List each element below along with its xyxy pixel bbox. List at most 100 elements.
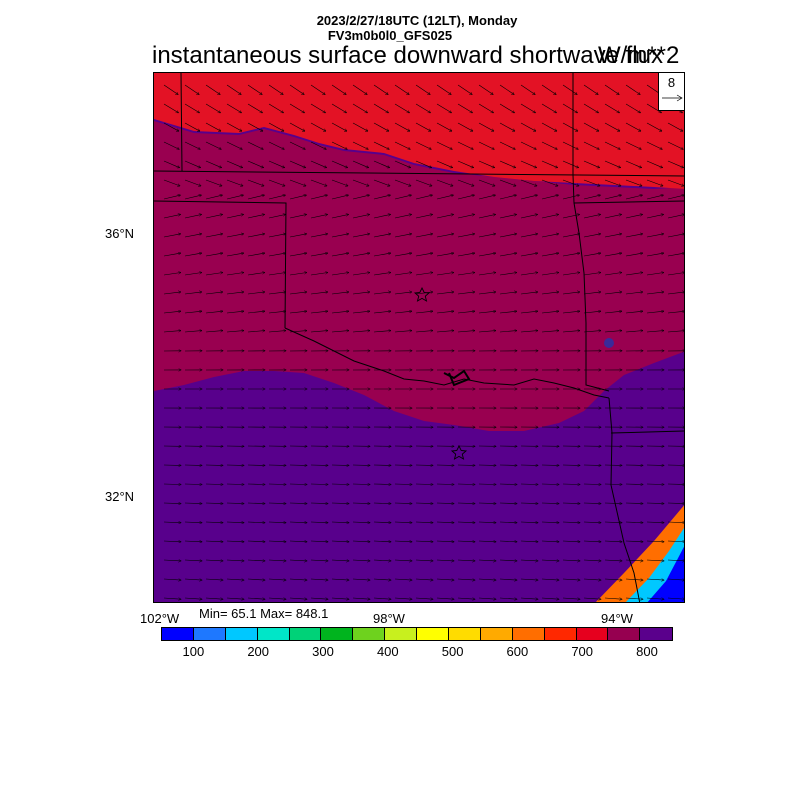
- wind-vector: [667, 273, 684, 276]
- wind-vector: [667, 292, 684, 295]
- wind-vector: [226, 214, 244, 219]
- wind-vector: [583, 103, 599, 113]
- wind-vector: [604, 292, 622, 295]
- wind-vector: [331, 484, 349, 485]
- wind-vector: [163, 484, 181, 485]
- wind-vector: [373, 560, 391, 561]
- wind-vector: [520, 541, 538, 542]
- wind-vector: [457, 84, 472, 95]
- wind-vector: [331, 273, 349, 276]
- colorbar-tick-label: 300: [312, 644, 334, 659]
- wind-vector: [394, 484, 412, 485]
- wind-vector: [499, 503, 517, 504]
- wind-vector: [520, 503, 538, 504]
- wind-vector: [163, 122, 179, 131]
- wind-vector: [268, 84, 283, 95]
- wind-vector: [331, 579, 349, 580]
- wind-vector: [541, 214, 559, 219]
- map-plot: [154, 73, 684, 602]
- colorbar-swatch: [512, 628, 545, 640]
- wind-vector: [163, 273, 181, 276]
- wind-vector: [310, 292, 328, 295]
- wind-vector: [667, 579, 684, 580]
- wind-vector: [436, 103, 452, 113]
- colorbar-swatch: [162, 628, 194, 640]
- wind-vector: [562, 195, 580, 200]
- wind-vector: [268, 195, 286, 200]
- wind-vector: [415, 160, 432, 168]
- wind-vector: [184, 331, 202, 332]
- wind-vector: [310, 84, 325, 95]
- wind-vector: [394, 273, 412, 276]
- wind-vector: [604, 273, 622, 276]
- wind-vector: [268, 122, 284, 131]
- wind-vector: [268, 214, 286, 219]
- wind-vector: [247, 273, 265, 276]
- wind-vector: [625, 579, 643, 580]
- wind-vector: [478, 579, 496, 580]
- wind-vector: [436, 292, 454, 295]
- wind-vector: [457, 160, 474, 168]
- wind-vector: [289, 122, 305, 131]
- wind-vector: [436, 84, 451, 95]
- wind-vector: [310, 253, 328, 257]
- wind-vector: [646, 273, 664, 276]
- wind-vector: [478, 503, 496, 504]
- wind-vector: [268, 253, 286, 257]
- colorbar-tick-label: 500: [441, 644, 464, 659]
- wind-vector: [268, 141, 284, 149]
- wind-vector: [352, 579, 370, 580]
- wind-vector: [541, 579, 559, 580]
- wind-vector: [226, 273, 244, 276]
- wind-vector: [457, 292, 475, 295]
- wind-vector: [226, 541, 244, 542]
- wind-vector: [289, 195, 307, 200]
- wind-vector: [268, 503, 286, 504]
- wind-vector: [583, 311, 601, 314]
- lon-label-94w: 94°W: [601, 611, 633, 626]
- wind-vector: [583, 253, 601, 257]
- wind-vector: [478, 103, 494, 113]
- wind-vector: [541, 122, 557, 131]
- wind-vector: [247, 84, 262, 95]
- wind-vector: [289, 503, 307, 504]
- wind-vector: [499, 522, 517, 523]
- colorbar-swatch: [289, 628, 322, 640]
- wind-vector: [247, 484, 265, 485]
- wind-vector: [499, 292, 517, 295]
- wind-vector: [226, 141, 242, 149]
- lat-label-32n: 32°N: [105, 489, 135, 504]
- wind-vector: [331, 503, 349, 504]
- colorbar-swatch: [321, 628, 354, 640]
- wind-vector: [562, 122, 578, 131]
- wind-vector: [562, 541, 580, 542]
- wind-vector: [604, 122, 620, 131]
- wind-vector: [268, 292, 286, 295]
- wind-vector: [499, 331, 517, 332]
- wind-vector: [184, 503, 202, 504]
- wind-vector: [163, 179, 180, 186]
- wind-vector: [226, 331, 244, 332]
- wind-vector: [436, 503, 454, 504]
- wind-vector: [184, 579, 202, 580]
- wind-vector: [541, 234, 559, 238]
- wind-vector: [205, 579, 223, 580]
- colorbar-swatch: [640, 628, 673, 640]
- wind-vector: [562, 331, 580, 332]
- wind-vector: [541, 484, 559, 485]
- wind-vector: [478, 214, 496, 219]
- star-icon: [450, 444, 468, 460]
- wind-vector: [478, 484, 496, 485]
- wind-vector: [247, 122, 263, 131]
- wind-vector: [184, 214, 202, 219]
- wind-vector: [457, 331, 475, 332]
- wind-vector: [646, 122, 662, 131]
- colorbar-swatch: [385, 628, 418, 640]
- wind-vector: [310, 598, 328, 599]
- wind-vector: [352, 103, 368, 113]
- wind-vector: [394, 311, 412, 314]
- wind-vector: [646, 160, 663, 168]
- wind-vector: [373, 598, 391, 599]
- wind-vector: [436, 214, 454, 219]
- wind-vector: [310, 122, 326, 131]
